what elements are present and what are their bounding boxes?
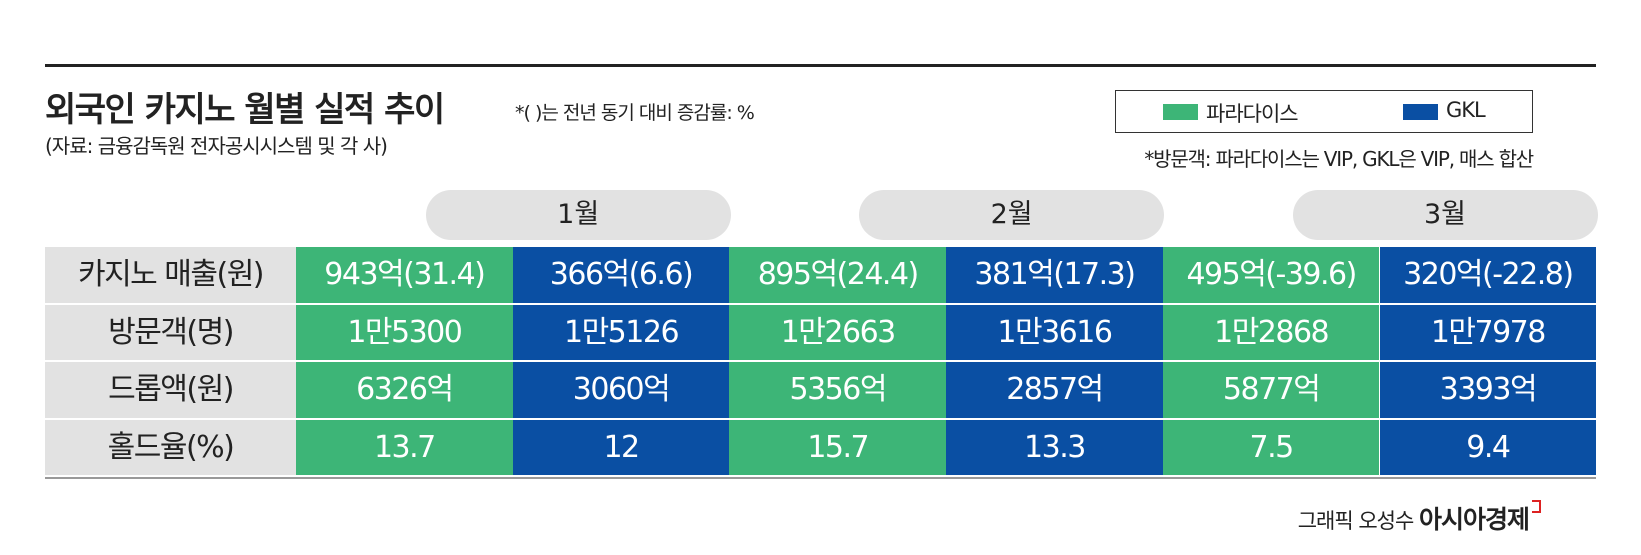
row-label: 카지노 매출(원) xyxy=(45,247,296,305)
graphic-credit: 그래픽 오성수 xyxy=(1297,509,1415,533)
row-label: 드롭액(원) xyxy=(45,362,296,420)
table-cell: 381억(17.3) xyxy=(946,247,1163,305)
row-label: 방문객(명) xyxy=(45,304,296,362)
table-cell: 5356억 xyxy=(729,362,947,420)
table-cell: 1만2663 xyxy=(729,304,947,362)
table-cell: 3393억 xyxy=(1379,362,1597,420)
table-cell: 5877억 xyxy=(1162,362,1380,420)
table-cell: 495억(-39.6) xyxy=(1162,247,1380,305)
table-cell: 13.3 xyxy=(946,419,1163,477)
brand-mark xyxy=(1532,500,1541,513)
table-cell: 7.5 xyxy=(1162,419,1380,477)
table-cell: 15.7 xyxy=(729,419,947,477)
table-cell: 320억(-22.8) xyxy=(1379,247,1597,305)
month-header: 1월 xyxy=(425,190,731,240)
table-cell: 1만5300 xyxy=(296,304,513,362)
month-header: 3월 xyxy=(1292,190,1598,240)
table-cell: 1만5126 xyxy=(512,304,730,362)
legend-swatch xyxy=(1163,104,1198,120)
table-cell: 9.4 xyxy=(1379,419,1597,477)
table-cell: 1만2868 xyxy=(1162,304,1380,362)
note: *( )는 전년 동기 대비 증감률: % xyxy=(515,102,755,124)
top-rule xyxy=(45,64,1596,67)
table-cell: 895억(24.4) xyxy=(729,247,947,305)
legend-label: GKL xyxy=(1446,98,1486,122)
table-cell: 1만7978 xyxy=(1379,304,1597,362)
table-cell: 3060억 xyxy=(512,362,730,420)
table-cell: 2857억 xyxy=(946,362,1163,420)
table-cell: 943억(31.4) xyxy=(296,247,513,305)
title: 외국인 카지노 월별 실적 추이 xyxy=(45,90,445,130)
legend-swatch xyxy=(1403,104,1438,120)
credit: 그래픽 오성수 아시아경제 xyxy=(1298,500,1541,536)
month-header: 2월 xyxy=(859,190,1165,240)
table-cell: 366억(6.6) xyxy=(512,247,730,305)
legend: 파라다이스 GKL xyxy=(1115,90,1533,133)
table-cell: 13.7 xyxy=(296,419,513,477)
table-cell: 12 xyxy=(512,419,730,477)
table-cell: 1만3616 xyxy=(946,304,1163,362)
row-label: 홀드율(%) xyxy=(45,419,296,477)
footnote: *방문객: 파라다이스는 VIP, GKL은 VIP, 매스 합산 xyxy=(1144,147,1534,171)
legend-label: 파라다이스 xyxy=(1206,102,1299,126)
table-cell: 6326억 xyxy=(296,362,513,420)
bottom-rule xyxy=(45,477,1596,479)
source: (자료: 금융감독원 전자공시시스템 및 각 사) xyxy=(45,134,388,158)
brand: 아시아경제 xyxy=(1418,505,1530,534)
